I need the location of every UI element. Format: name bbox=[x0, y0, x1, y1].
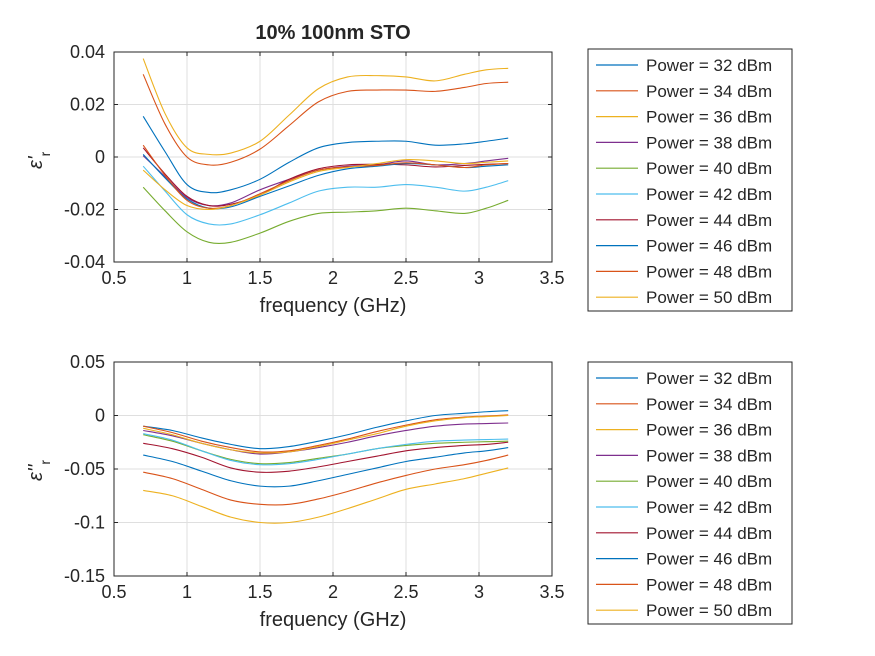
series-group bbox=[143, 410, 509, 524]
legend-item: Power = 32 dBm bbox=[596, 369, 772, 388]
series-line bbox=[143, 414, 509, 454]
x-tick-label: 1.5 bbox=[247, 268, 272, 288]
x-axis-label: frequency (GHz) bbox=[260, 295, 407, 317]
x-tick-label: 3.5 bbox=[539, 582, 564, 602]
y-tick-label: -0.1 bbox=[74, 513, 105, 533]
legend-label: Power = 48 dBm bbox=[646, 575, 772, 594]
y-tick-label: 0.05 bbox=[70, 352, 105, 372]
x-tick-label: 1.5 bbox=[247, 582, 272, 602]
legend-item: Power = 32 dBm bbox=[596, 56, 772, 75]
x-tick-label: 3.5 bbox=[539, 268, 564, 288]
legend-item: Power = 44 dBm bbox=[596, 211, 772, 230]
y-tick-label: -0.05 bbox=[64, 459, 105, 479]
y-axis-label-subscript: r bbox=[37, 151, 53, 156]
legend-item: Power = 46 dBm bbox=[596, 550, 772, 569]
legend-item: Power = 36 dBm bbox=[596, 421, 772, 440]
y-tick-label: -0.15 bbox=[64, 566, 105, 586]
y-axis-label: ε''r bbox=[25, 460, 53, 481]
legend-label: Power = 42 dBm bbox=[646, 185, 772, 204]
series-line bbox=[143, 441, 509, 473]
legend-item: Power = 48 dBm bbox=[596, 575, 772, 594]
legend-item: Power = 40 dBm bbox=[596, 159, 772, 178]
legend-label: Power = 42 dBm bbox=[646, 498, 772, 517]
series-line bbox=[142, 58, 509, 156]
x-axis-label: frequency (GHz) bbox=[260, 609, 407, 631]
series-line bbox=[142, 147, 509, 207]
legend-item: Power = 36 dBm bbox=[596, 108, 772, 127]
legend-label: Power = 34 dBm bbox=[646, 82, 772, 101]
legend-item: Power = 42 dBm bbox=[596, 185, 772, 204]
legend-box bbox=[587, 361, 793, 625]
legend-label: Power = 40 dBm bbox=[646, 472, 772, 491]
legend-label: Power = 34 dBm bbox=[646, 395, 772, 414]
legend-item: Power = 44 dBm bbox=[596, 524, 772, 543]
legend-label: Power = 38 dBm bbox=[646, 446, 772, 465]
series-line bbox=[142, 165, 509, 226]
legend-item: Power = 48 dBm bbox=[596, 262, 772, 281]
legend-label: Power = 46 dBm bbox=[646, 237, 772, 256]
y-axis-label-main: ε' bbox=[25, 155, 47, 169]
x-tick-label: 2 bbox=[328, 268, 338, 288]
legend-label: Power = 44 dBm bbox=[646, 211, 772, 230]
x-tick-label: 2.5 bbox=[393, 582, 418, 602]
top-plot: 0.5 1 1.5 2 2.5 3 3.5 -0.04 -0.02 0 0.02 0.04 freque… bbox=[25, 42, 793, 317]
legend-item: Power = 50 dBm bbox=[596, 288, 772, 307]
legend-item: Power = 38 dBm bbox=[596, 133, 772, 152]
legend-label: Power = 50 dBm bbox=[646, 601, 772, 620]
series-line bbox=[142, 74, 509, 166]
legend: Power = 32 dBm Power = 34 dBm Power = 36 d… bbox=[587, 48, 793, 312]
y-axis-label: ε'r bbox=[25, 151, 53, 169]
series-line bbox=[143, 410, 509, 450]
x-tick-label: 1 bbox=[182, 582, 192, 602]
legend-item: Power = 40 dBm bbox=[596, 472, 772, 491]
y-tick-label: -0.02 bbox=[64, 200, 105, 220]
x-tick-label: 2.5 bbox=[393, 268, 418, 288]
x-tick-label: 2 bbox=[328, 582, 338, 602]
legend-label: Power = 48 dBm bbox=[646, 262, 772, 281]
legend-label: Power = 32 dBm bbox=[646, 369, 772, 388]
series-line bbox=[143, 454, 509, 506]
legend-label: Power = 50 dBm bbox=[646, 288, 772, 307]
y-tick-label: 0 bbox=[95, 147, 105, 167]
series-line bbox=[143, 414, 509, 453]
legend-label: Power = 40 dBm bbox=[646, 159, 772, 178]
series-line bbox=[142, 186, 509, 245]
x-tick-label: 3 bbox=[474, 268, 484, 288]
y-tick-label: 0.02 bbox=[70, 95, 105, 115]
y-tick-label: -0.04 bbox=[64, 252, 105, 272]
bottom-plot: 0.5 1 1.5 2 2.5 3 3.5 -0.15 -0.1 -0.05 0 0.05 freque… bbox=[25, 352, 793, 631]
legend-label: Power = 36 dBm bbox=[646, 421, 772, 440]
series-line bbox=[142, 144, 509, 210]
series-line bbox=[143, 467, 509, 524]
y-axis-label-main: ε'' bbox=[25, 463, 47, 481]
series-group bbox=[142, 58, 509, 245]
legend-box bbox=[587, 48, 793, 312]
legend-item: Power = 42 dBm bbox=[596, 498, 772, 517]
series-line bbox=[143, 433, 509, 466]
legend-label: Power = 44 dBm bbox=[646, 524, 772, 543]
chart-title: 10% 100nm STO bbox=[255, 22, 410, 44]
legend-item: Power = 34 dBm bbox=[596, 395, 772, 414]
legend-label: Power = 36 dBm bbox=[646, 108, 772, 127]
legend-item: Power = 38 dBm bbox=[596, 446, 772, 465]
legend-label: Power = 38 dBm bbox=[646, 133, 772, 152]
legend-label: Power = 32 dBm bbox=[646, 56, 772, 75]
legend-item: Power = 46 dBm bbox=[596, 237, 772, 256]
series-line bbox=[142, 158, 509, 211]
x-tick-label: 0.5 bbox=[101, 582, 126, 602]
y-tick-label: 0 bbox=[95, 406, 105, 426]
series-line bbox=[143, 447, 509, 488]
x-tick-label: 3 bbox=[474, 582, 484, 602]
legend-label: Power = 46 dBm bbox=[646, 550, 772, 569]
series-line bbox=[142, 116, 509, 194]
y-tick-label: 0.04 bbox=[70, 42, 105, 62]
legend: Power = 32 dBm Power = 34 dBm Power = 36 d… bbox=[587, 361, 793, 625]
x-tick-label: 1 bbox=[182, 268, 192, 288]
legend-item: Power = 34 dBm bbox=[596, 82, 772, 101]
legend-item: Power = 50 dBm bbox=[596, 601, 772, 620]
y-axis-label-subscript: r bbox=[37, 460, 53, 465]
x-tick-label: 0.5 bbox=[101, 268, 126, 288]
